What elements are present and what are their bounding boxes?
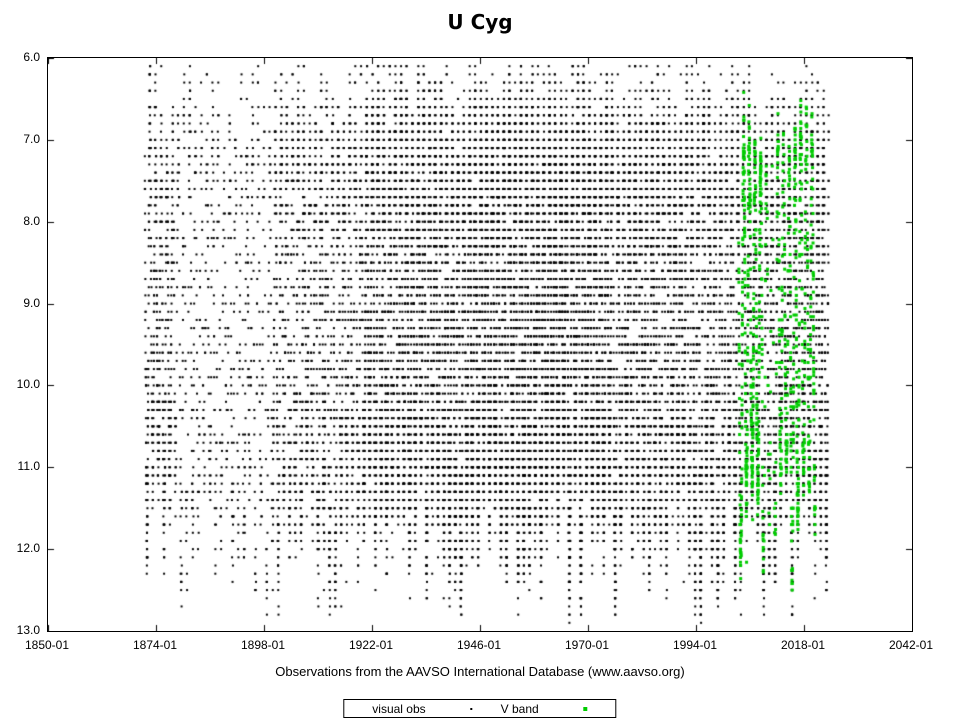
visual-obs-marker-icon [470,707,473,710]
x-tick-label: 1850-01 [24,638,70,652]
x-tick-label: 1874-01 [132,638,178,652]
y-tick-label: 11.0 [17,459,40,474]
y-tick-label: 8.0 [23,213,40,228]
y-tick-label: 6.0 [23,50,40,64]
y-tick-label: 7.0 [23,131,40,146]
chart-title: U Cyg [447,10,513,34]
x-tick-label: 1946-01 [456,638,502,652]
legend-label-v-band: V band [500,701,539,716]
y-tick-label: 10.0 [16,377,40,392]
legend: visual obs V band [343,699,617,718]
x-tick-label: 1970-01 [564,638,610,652]
y-tick-label: 9.0 [23,295,40,310]
legend-label-visual-obs: visual obs [372,701,426,716]
plot-area [47,57,913,632]
y-tick-label: 13.0 [16,623,40,637]
x-tick-label: 2042-01 [888,638,934,652]
x-axis-caption: Observations from the AAVSO Internationa… [275,664,685,679]
x-tick-label: 1994-01 [672,638,718,652]
legend-item-visual-obs: visual obs [372,701,473,716]
plot-canvas [48,58,912,631]
legend-item-v-band: V band [501,702,588,716]
x-tick-label: 2018-01 [780,638,826,652]
x-tick-label: 1898-01 [240,638,286,652]
v-band-marker-icon [583,706,588,711]
y-tick-label: 12.0 [16,541,40,556]
x-tick-label: 1922-01 [348,638,394,652]
